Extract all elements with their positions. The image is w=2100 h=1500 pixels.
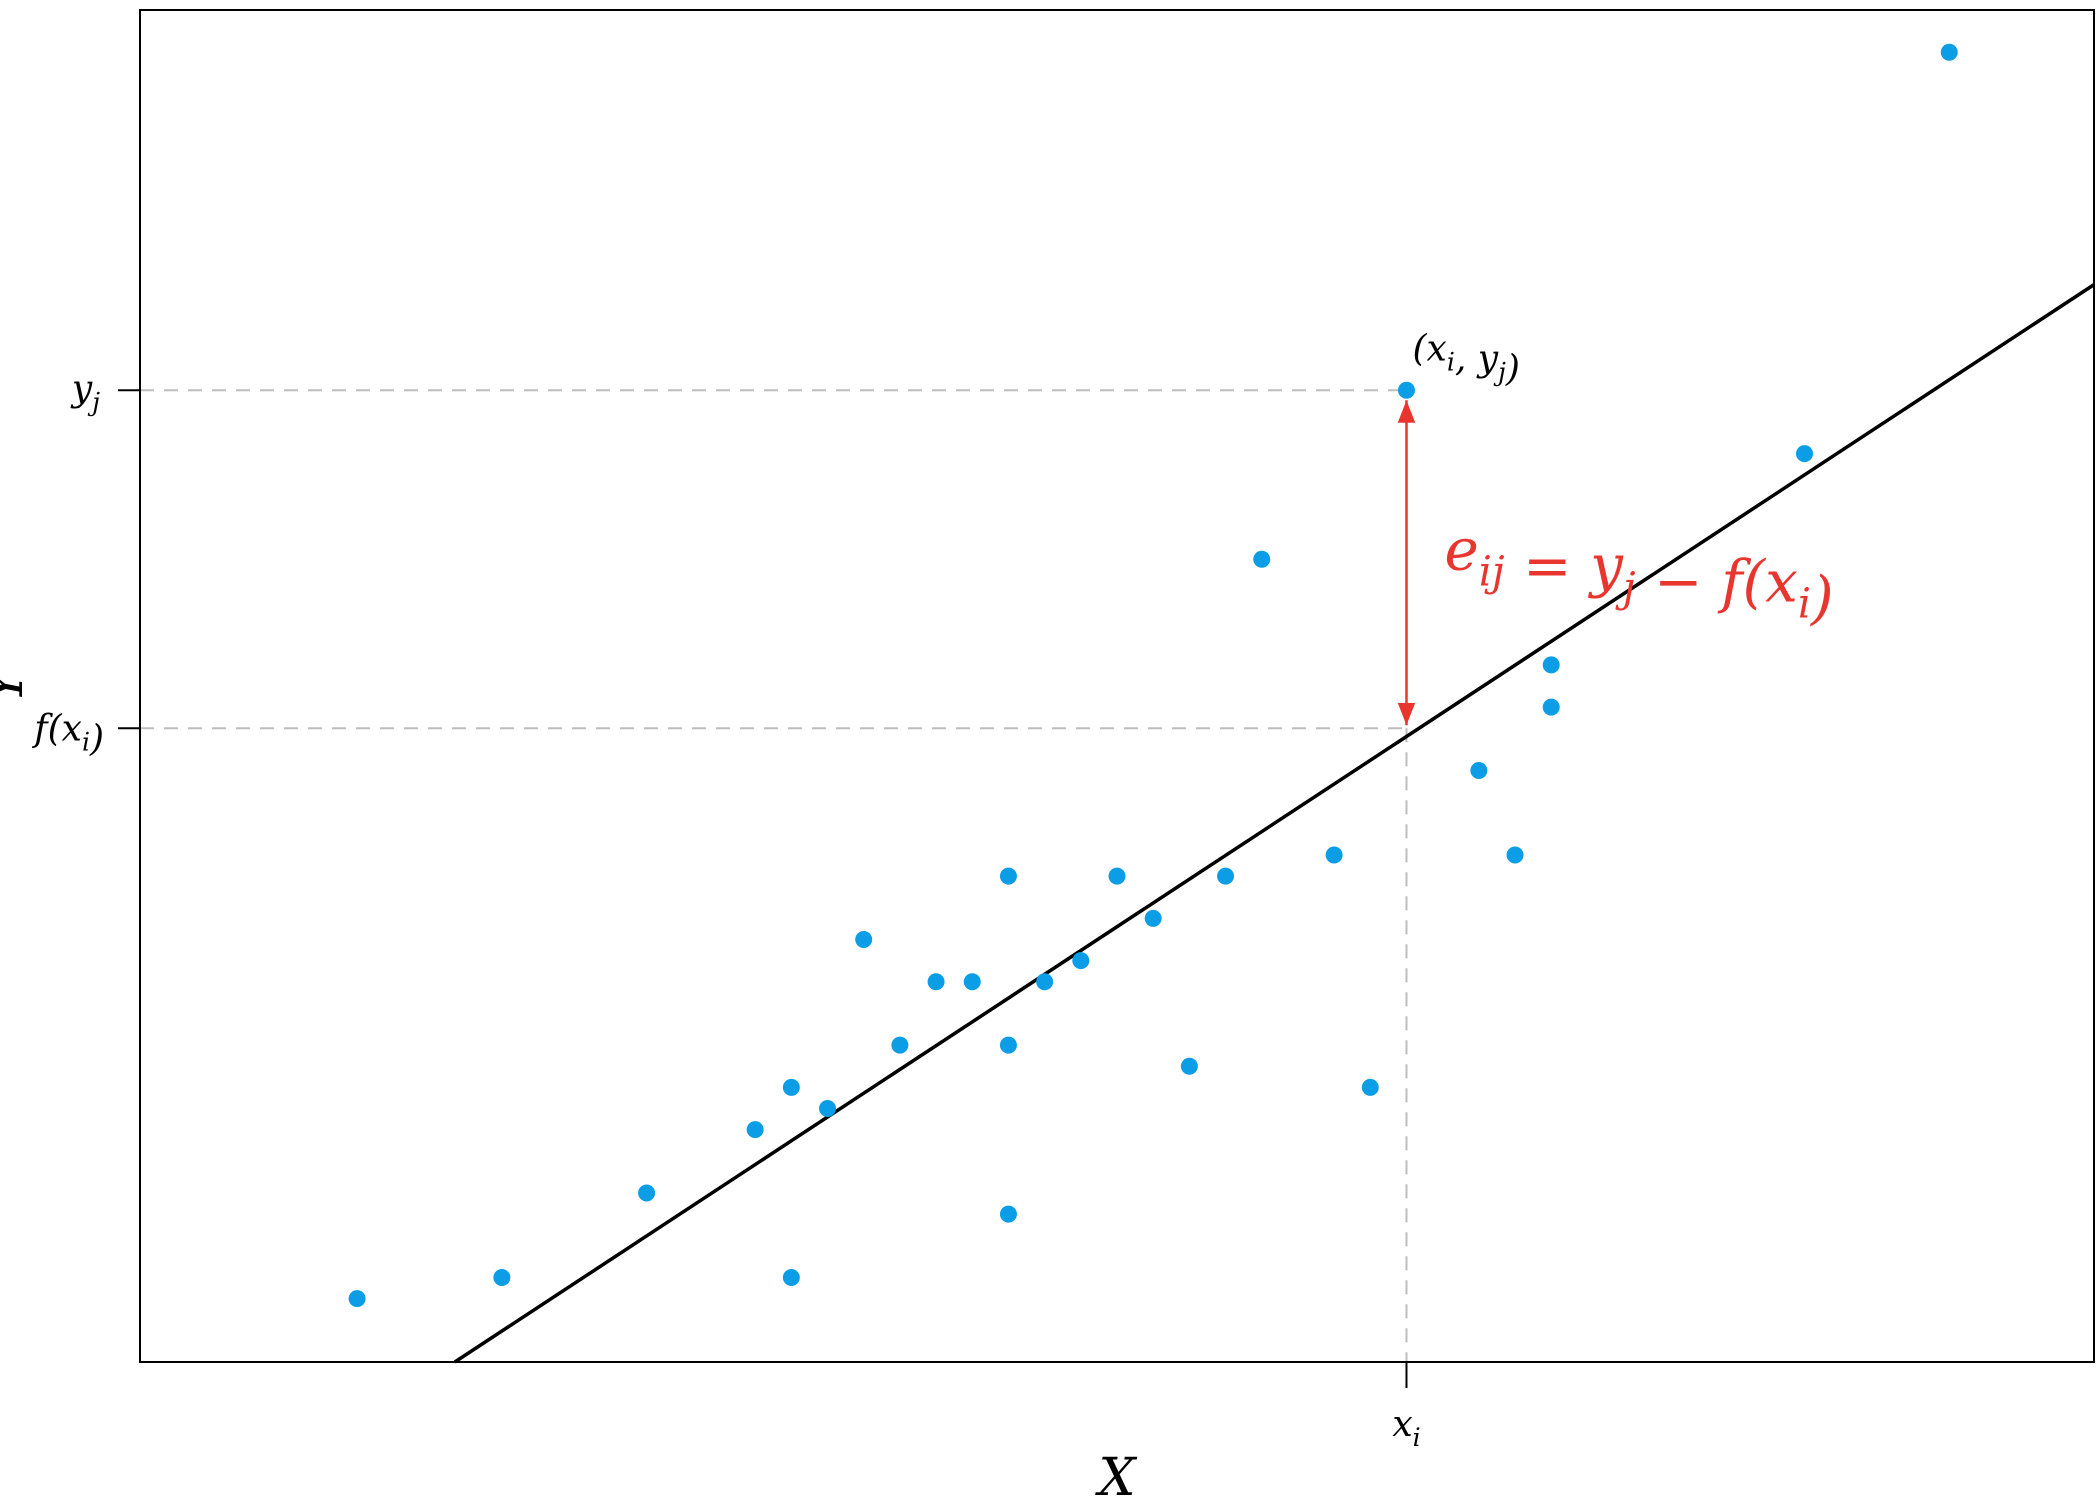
- plot-frame: [139, 9, 2095, 1363]
- highlight-point-label: (xi, yj): [1412, 328, 1519, 389]
- data-points: [348, 43, 1958, 1308]
- data-point: [963, 973, 981, 991]
- data-point: [999, 1036, 1017, 1054]
- data-point: [819, 1100, 837, 1117]
- data-point: [855, 931, 873, 948]
- residual-formula-label: eij = yj − f(xi): [1444, 515, 1833, 631]
- data-point: [782, 1269, 800, 1286]
- data-point: [1361, 1078, 1379, 1096]
- data-point: [1542, 656, 1560, 674]
- y-tick-label-yj: yj: [70, 368, 100, 416]
- data-point: [782, 1078, 800, 1096]
- data-point: [638, 1184, 656, 1202]
- data-point: [1036, 973, 1054, 991]
- data-point: [1397, 381, 1415, 399]
- data-point: [1470, 762, 1488, 779]
- data-point: [493, 1269, 511, 1286]
- data-point: [1542, 698, 1560, 716]
- data-point: [927, 973, 945, 991]
- data-point: [348, 1290, 366, 1308]
- y-tick-label-fx: f(xi): [31, 708, 104, 759]
- data-point: [746, 1121, 764, 1139]
- data-point: [999, 867, 1017, 885]
- fitted-regression-line: [453, 283, 2095, 1364]
- y-axis-title: Y: [0, 664, 35, 703]
- data-point: [1796, 445, 1814, 463]
- data-point: [1506, 846, 1524, 864]
- data-point: [1180, 1057, 1198, 1075]
- data-point: [1108, 867, 1126, 885]
- data-point: [891, 1036, 909, 1054]
- data-point: [1144, 909, 1162, 927]
- guide-lines: [140, 389, 1408, 1362]
- data-point: [1217, 867, 1235, 885]
- data-point: [1253, 550, 1271, 568]
- data-point: [1940, 43, 1958, 61]
- x-axis-title: X: [1094, 1448, 1137, 1500]
- data-point: [1325, 846, 1343, 864]
- data-point: [1072, 952, 1090, 970]
- x-tick-label-xi: xi: [1392, 1404, 1420, 1452]
- data-point: [999, 1205, 1017, 1223]
